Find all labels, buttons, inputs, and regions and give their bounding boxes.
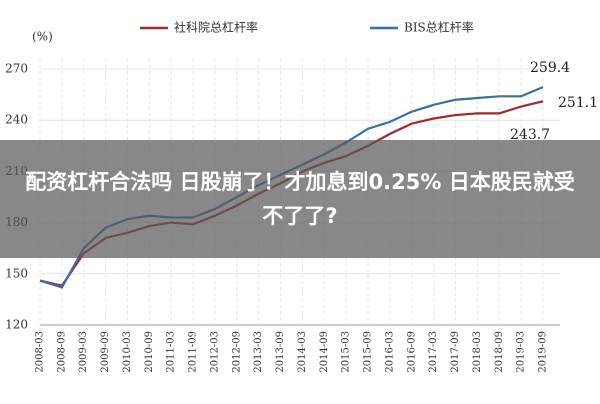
x-tick-label: 2018-03 — [472, 331, 483, 373]
x-tick-label: 2015-09 — [363, 331, 374, 373]
legend-label: BIS总杠杆率 — [404, 20, 474, 35]
x-tick-label: 2011-03 — [166, 331, 177, 373]
x-tick-label: 2013-09 — [275, 331, 286, 373]
banner: 配资杠杆合法吗 日股崩了！才加息到0.25% 日本股民就受不了了? — [0, 140, 600, 258]
x-tick-label: 2008-09 — [56, 331, 67, 373]
x-tick-label: 2018-09 — [494, 331, 505, 373]
x-tick-label: 2019-09 — [538, 331, 549, 373]
x-tick-label: 2015-03 — [341, 331, 352, 373]
annotation: 251.1 — [558, 95, 598, 111]
x-tick-label: 2009-09 — [100, 331, 111, 373]
annotation: 243.7 — [510, 127, 550, 143]
annotation: 259.4 — [530, 60, 570, 76]
x-tick-label: 2010-09 — [144, 331, 155, 373]
x-tick-label: 2017-03 — [428, 331, 439, 373]
y-unit: (%) — [32, 30, 53, 44]
x-tick-label: 2010-03 — [122, 331, 133, 373]
headline: 配资杠杆合法吗 日股崩了！才加息到0.25% 日本股民就受不了了? — [25, 170, 575, 228]
legend-label: 社科院总杠杆率 — [174, 20, 258, 35]
x-tick-label: 2013-03 — [253, 331, 264, 373]
y-tick-label: 150 — [5, 266, 28, 280]
y-tick-label: 270 — [5, 62, 28, 76]
x-tick-label: 2016-03 — [384, 331, 395, 373]
x-tick-label: 2014-09 — [319, 331, 330, 373]
x-tick-label: 2011-09 — [188, 331, 199, 373]
x-tick-label: 2008-03 — [35, 331, 46, 373]
x-tick-label: 2017-09 — [450, 331, 461, 373]
x-tick-label: 2014-03 — [297, 331, 308, 373]
x-tick-label: 2019-03 — [516, 331, 527, 373]
x-tick-label: 2016-09 — [406, 331, 417, 373]
x-tick-label: 2012-03 — [209, 331, 220, 373]
y-tick-label: 120 — [5, 318, 28, 332]
x-tick-label: 2009-03 — [78, 331, 89, 373]
y-tick-label: 240 — [5, 113, 28, 127]
x-tick-label: 2012-09 — [231, 331, 242, 373]
